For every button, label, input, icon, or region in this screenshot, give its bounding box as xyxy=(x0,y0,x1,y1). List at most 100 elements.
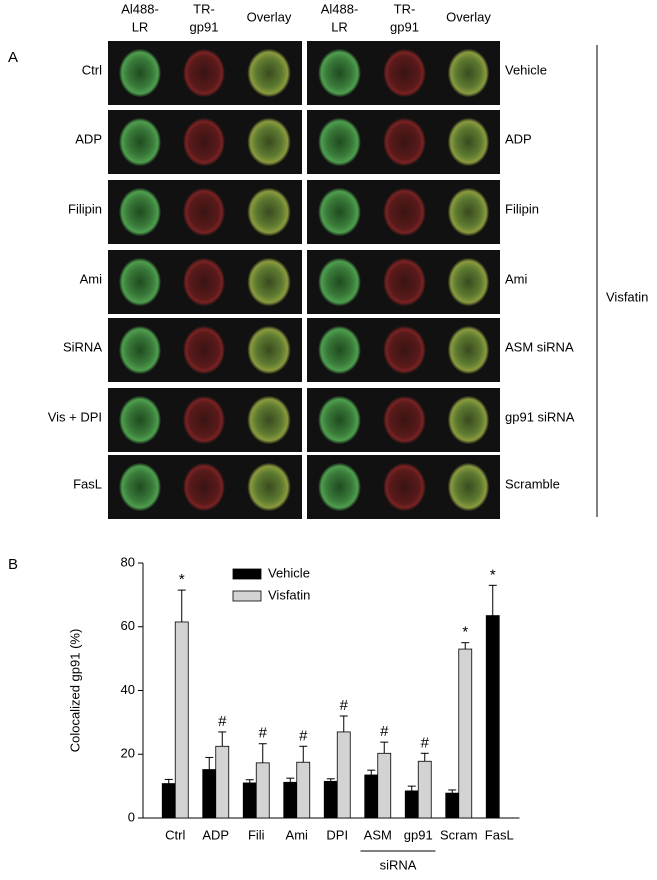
x-tick-label: gp91 xyxy=(404,827,433,842)
cell xyxy=(383,395,426,445)
cell xyxy=(318,117,361,167)
column-header: Overlay xyxy=(247,9,292,24)
x-tick-label: Ami xyxy=(286,827,309,842)
significance-marker: # xyxy=(218,713,227,730)
row-label: Ctrl xyxy=(82,62,102,77)
cell xyxy=(383,325,426,375)
legend-swatch xyxy=(232,568,262,580)
cell xyxy=(318,395,361,445)
cell xyxy=(182,257,226,307)
y-tick-label: 80 xyxy=(121,554,135,569)
cell xyxy=(447,48,490,98)
cell xyxy=(383,257,426,307)
column-header: TR- xyxy=(193,1,215,16)
row-label: ADP xyxy=(505,131,532,146)
bar xyxy=(458,648,473,819)
x-tick-label: ASM xyxy=(364,827,392,842)
significance-marker: # xyxy=(340,697,349,714)
y-tick-label: 0 xyxy=(128,809,135,824)
column-header: gp91 xyxy=(390,19,419,34)
bar xyxy=(296,761,311,819)
row-label: gp91 siRNA xyxy=(505,409,575,424)
cell xyxy=(447,117,490,167)
cell xyxy=(447,325,490,375)
row-label: Vehicle xyxy=(505,62,547,77)
row-label: ASM siRNA xyxy=(505,339,574,354)
cell xyxy=(247,48,291,98)
bar xyxy=(242,782,257,819)
bar xyxy=(377,752,392,819)
cell xyxy=(247,257,291,307)
cell xyxy=(383,48,426,98)
significance-marker: # xyxy=(259,725,268,742)
y-tick-label: 20 xyxy=(121,746,135,761)
row-label: SiRNA xyxy=(63,339,102,354)
column-header: Overlay xyxy=(446,9,491,24)
legend-label: Visfatin xyxy=(268,587,310,602)
bar xyxy=(417,760,432,819)
y-tick-label: 60 xyxy=(121,618,135,633)
bar xyxy=(161,783,176,819)
column-header: LR xyxy=(331,19,348,34)
x-tick-label: DPI xyxy=(326,827,348,842)
row-label: ADP xyxy=(75,131,102,146)
cell xyxy=(318,257,361,307)
group-label: Visfatin xyxy=(606,289,648,304)
cell xyxy=(383,462,426,512)
x-tick-label: Ctrl xyxy=(165,827,185,842)
y-axis-label: Colocalized gp91 (%) xyxy=(67,629,82,753)
x-tick-label: ADP xyxy=(202,827,229,842)
cell xyxy=(247,187,291,237)
cell xyxy=(247,462,291,512)
cell xyxy=(118,325,162,375)
cell xyxy=(118,187,162,237)
cell xyxy=(118,48,162,98)
bar xyxy=(336,731,351,819)
row-label: Vis + DPI xyxy=(48,409,102,424)
significance-marker: # xyxy=(380,723,389,740)
cell xyxy=(447,462,490,512)
cell xyxy=(118,257,162,307)
row-label: Ami xyxy=(505,271,528,286)
cell xyxy=(318,462,361,512)
bar-chart: 0 20 40 60 80 Colocalized gp91 (%) * Vehicle * # #… xyxy=(67,554,520,872)
cell xyxy=(447,257,490,307)
y-tick-label: 40 xyxy=(121,682,135,697)
cell xyxy=(118,395,162,445)
row-label: Scramble xyxy=(505,476,560,491)
bar xyxy=(404,790,419,819)
cell xyxy=(182,325,226,375)
row-label: Ami xyxy=(80,271,103,286)
cell xyxy=(318,325,361,375)
significance-marker: * xyxy=(179,571,185,588)
cell xyxy=(247,395,291,445)
cell xyxy=(318,187,361,237)
significance-marker: # xyxy=(421,734,430,751)
significance-marker: * xyxy=(462,624,468,641)
cell xyxy=(182,462,226,512)
significance-marker: * xyxy=(490,566,496,583)
bar xyxy=(202,769,217,819)
column-header: Al488- xyxy=(121,1,159,16)
bar xyxy=(174,621,189,819)
row-label: FasL xyxy=(73,476,102,491)
column-header: Al488- xyxy=(321,1,359,16)
column-header: gp91 xyxy=(190,19,219,34)
cell xyxy=(247,325,291,375)
cell xyxy=(182,117,226,167)
bar xyxy=(364,774,379,819)
image-grid: Al488- LR TR-gp91 Overlay Al488- LR TR-gp91 Ove… xyxy=(48,1,575,519)
bar xyxy=(283,781,298,819)
panel-label: B xyxy=(8,556,18,573)
legend-label: Vehicle xyxy=(268,565,310,580)
cell xyxy=(182,187,226,237)
bar xyxy=(323,780,338,819)
x-tick-label: Fili xyxy=(248,827,265,842)
row-label: Filipin xyxy=(68,201,102,216)
cell xyxy=(447,395,490,445)
row-label: Filipin xyxy=(505,201,539,216)
panel-label: A xyxy=(8,49,18,66)
column-header: LR xyxy=(132,19,149,34)
legend-swatch xyxy=(232,590,262,602)
